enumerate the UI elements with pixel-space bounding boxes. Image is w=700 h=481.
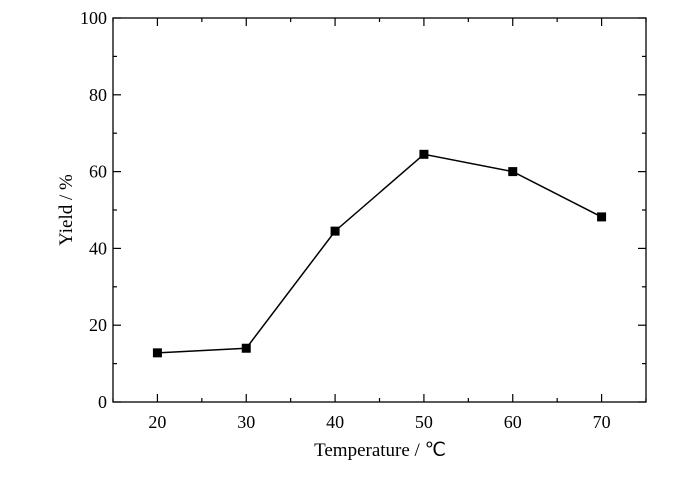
x-tick-label: 30 bbox=[237, 412, 255, 432]
data-point-marker bbox=[597, 212, 607, 222]
y-tick-label: 0 bbox=[98, 392, 107, 412]
data-point-marker bbox=[241, 343, 251, 353]
series-group bbox=[152, 149, 607, 358]
y-tick-label: 80 bbox=[89, 85, 107, 105]
data-point-marker bbox=[330, 226, 340, 236]
data-point-marker bbox=[419, 149, 429, 159]
data-point-marker bbox=[508, 167, 518, 177]
x-tick-label: 50 bbox=[415, 412, 433, 432]
y-tick-label: 100 bbox=[80, 8, 107, 28]
y-tick-label: 40 bbox=[89, 238, 107, 258]
y-tick-labels: 0 20 40 60 80 100 bbox=[80, 8, 107, 412]
y-tick-label: 60 bbox=[89, 162, 107, 182]
y-tick-label: 20 bbox=[89, 315, 107, 335]
x-axis-label: Temperature / ℃ bbox=[314, 440, 446, 461]
series-line bbox=[157, 153, 602, 354]
x-tick-label: 20 bbox=[148, 412, 166, 432]
x-tick-label: 60 bbox=[504, 412, 522, 432]
x-tick-label: 40 bbox=[326, 412, 344, 432]
data-point-marker bbox=[152, 348, 162, 358]
axis-ticks bbox=[112, 17, 647, 403]
x-tick-labels: 20 30 40 50 60 70 bbox=[148, 412, 610, 432]
plot-frame bbox=[112, 17, 647, 403]
x-tick-label: 70 bbox=[593, 412, 611, 432]
y-axis-label: Yield / % bbox=[56, 174, 77, 246]
